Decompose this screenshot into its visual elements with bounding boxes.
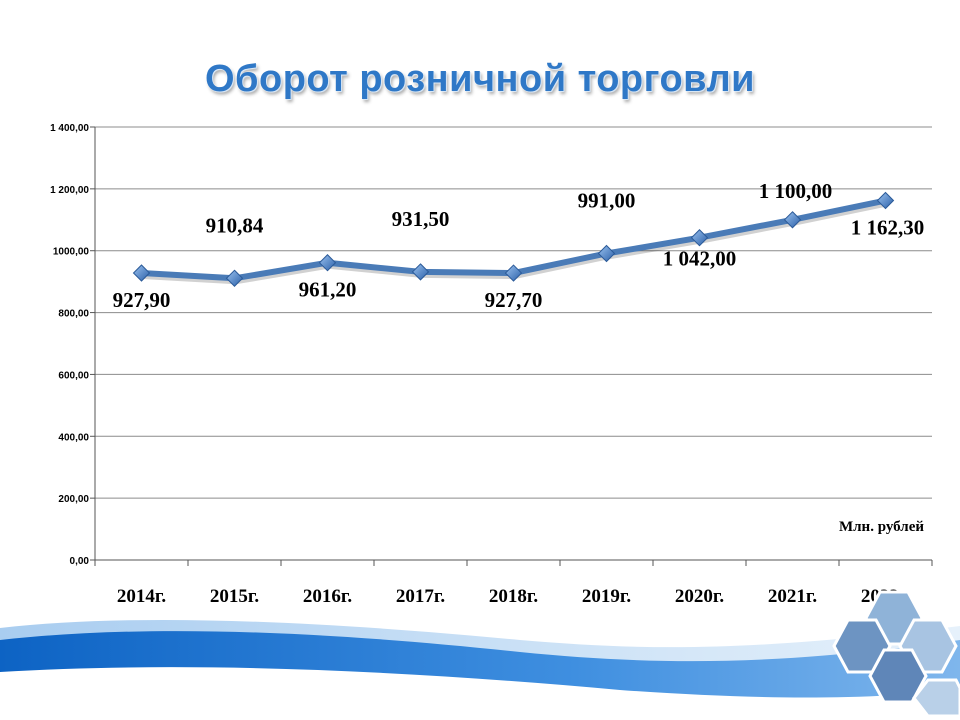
data-point-marker [411,263,430,281]
y-tick-label: 0,00 [70,556,90,567]
x-tick-label: 2014г. [117,586,166,607]
decorative-hexagon-photos [832,590,960,718]
y-tick-label: 200,00 [58,494,89,505]
y-tick-label: 1 400,00 [50,123,89,134]
series-line [132,191,895,287]
x-tick-label: 2021г. [768,586,817,607]
data-label: 961,20 [299,278,357,302]
x-tick-label: 2017г. [396,586,445,607]
data-label: 927,70 [485,288,543,312]
y-tick-label: 600,00 [58,370,89,381]
chart-title: Оборот розничной торговли [204,58,756,100]
data-point-marker [318,254,337,272]
x-tick-label: 2015г. [210,586,259,607]
x-tick-label: 2019г. [582,586,631,607]
data-point-marker [876,191,895,210]
x-axis-ticks: 2014г. 2015г. 2016г. 2017г. 2018г. 2019г. 2020… [117,586,910,607]
decorative-wave-band [0,619,960,720]
y-tick-label: 1000,00 [53,247,90,258]
data-point-marker [783,211,802,229]
x-tick-label: 2020г. [675,586,724,607]
data-label: 1 042,00 [663,247,737,271]
x-tick-label: 2016г. [303,586,352,607]
data-label: 910,84 [206,213,264,237]
y-tick-label: 800,00 [58,309,89,320]
data-point-marker [132,264,151,282]
axes [90,126,933,566]
y-axis-ticks: 0,00 200,00 400,00 600,00 800,00 1000,00 1 200… [50,123,89,567]
y-tick-label: 1 200,00 [50,185,89,196]
y-tick-label: 400,00 [58,432,89,443]
data-label: 1 162,30 [851,216,925,240]
data-point-marker [225,269,244,287]
data-point-marker [597,244,616,263]
x-tick-label: 2018г. [489,586,538,607]
data-label: 1 100,00 [759,179,833,203]
data-point-marker [690,229,709,247]
data-label: 931,50 [392,207,450,231]
data-label: 991,00 [578,188,636,212]
data-point-marker [504,264,523,282]
unit-label: Млн. рублей [838,519,924,535]
data-label: 927,90 [113,288,171,312]
grid-lines [95,126,932,499]
data-labels: 927,90 910,84 961,20 931,50 927,70 991,00 1 04… [113,179,925,312]
